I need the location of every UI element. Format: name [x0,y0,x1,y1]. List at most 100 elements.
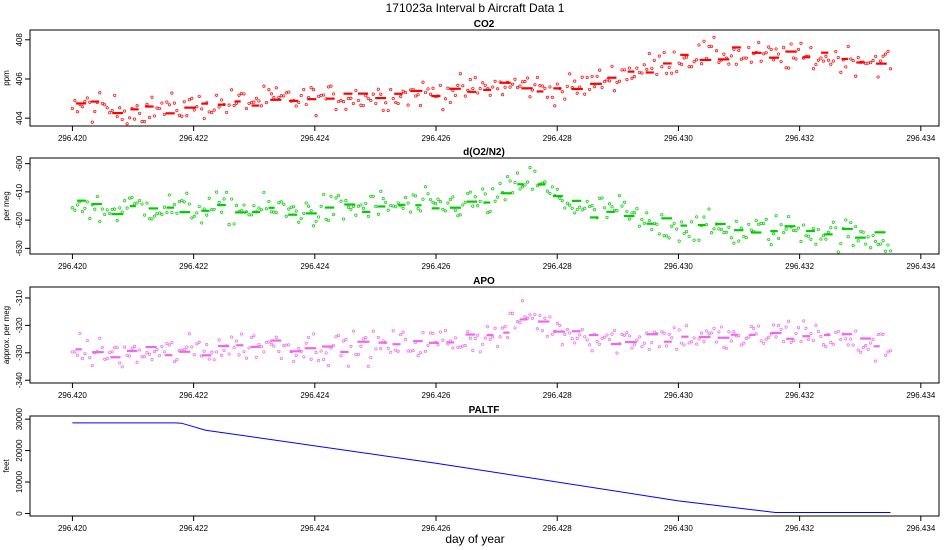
data-point [824,237,828,241]
data-point [473,76,477,80]
data-point [709,44,714,48]
data-point [433,340,438,344]
data-point [125,206,129,210]
data-point [272,344,276,348]
data-point [610,205,614,209]
data-point [714,340,719,344]
data-point [230,197,234,201]
data-point [70,106,74,111]
data-point [692,60,696,64]
x-tick-label: 296.432 [785,134,814,143]
data-point [839,338,843,342]
data-point [394,100,398,105]
data-point [411,87,415,91]
data-point [590,204,594,208]
data-point [585,199,589,203]
data-point [667,332,671,336]
data-point [849,57,853,61]
data-point [346,205,350,209]
data-point [297,100,301,104]
data-point [727,62,731,66]
data-point [326,363,331,367]
data-point [185,114,189,118]
data-point [414,94,418,98]
data-point [297,220,301,224]
data-point [511,311,515,315]
data-point [580,328,584,332]
data-point [523,315,527,319]
data-point [428,92,433,96]
data-point [739,343,743,347]
data-point [128,116,132,120]
data-point [866,235,870,239]
data-point [351,101,355,106]
data-point [784,325,788,329]
data-point [665,344,669,348]
data-point [719,325,723,329]
y-tick-label: -310 [15,289,24,306]
data-point [227,223,231,227]
data-point [801,223,806,227]
data-point [764,217,768,221]
y-axis-label: per meg [2,191,11,220]
y-tick-label: -330 [15,344,24,361]
panel-title: APO [473,276,495,287]
data-point [334,335,338,339]
data-point [406,201,410,205]
data-point [697,238,701,242]
data-point [418,209,423,213]
data-point [682,343,686,347]
data-point [334,107,338,111]
data-point [113,346,117,350]
data-point [83,352,87,356]
data-point [871,59,875,63]
data-point [496,344,500,349]
data-point [349,207,353,211]
data-point [787,319,791,323]
data-point [757,324,761,328]
data-point [225,110,229,114]
data-point [553,329,557,333]
data-point [593,208,597,212]
y-axis-label: feet [2,459,11,473]
data-point [585,75,589,80]
data-point [287,207,291,211]
data-point [200,354,204,358]
data-point [888,349,893,353]
data-point [806,234,811,238]
data-point [249,213,254,217]
data-point [473,337,477,341]
data-point [734,219,738,223]
data-point [207,357,211,361]
data-point [113,93,117,97]
data-point [864,344,868,348]
data-point [717,330,721,334]
x-tick-label: 296.426 [422,262,451,271]
data-point [115,219,119,223]
data-point [568,331,572,335]
data-point [670,336,674,340]
data-point [603,206,607,210]
data-point [138,111,142,115]
data-point [391,329,395,333]
data-point [620,204,624,208]
figure-title: 171023a Interval b Aircraft Data 1 [386,1,565,15]
y-axis-label: approx. per meg [2,306,11,364]
data-point [772,232,776,236]
data-point [217,338,221,342]
data-point [528,313,532,317]
data-point [414,194,418,198]
data-point [779,327,783,331]
data-point [578,85,582,89]
data-point [583,335,587,339]
data-point [622,200,627,204]
data-point [635,207,639,211]
data-point [309,209,313,213]
x-axis: 296.420 296.422 296.424 296.426 296.428 296.4… [58,254,936,271]
data-point [259,208,263,212]
data-point [374,347,378,351]
data-point [814,242,818,246]
data-point [108,350,112,355]
data-point [314,219,318,223]
data-point [287,90,291,94]
